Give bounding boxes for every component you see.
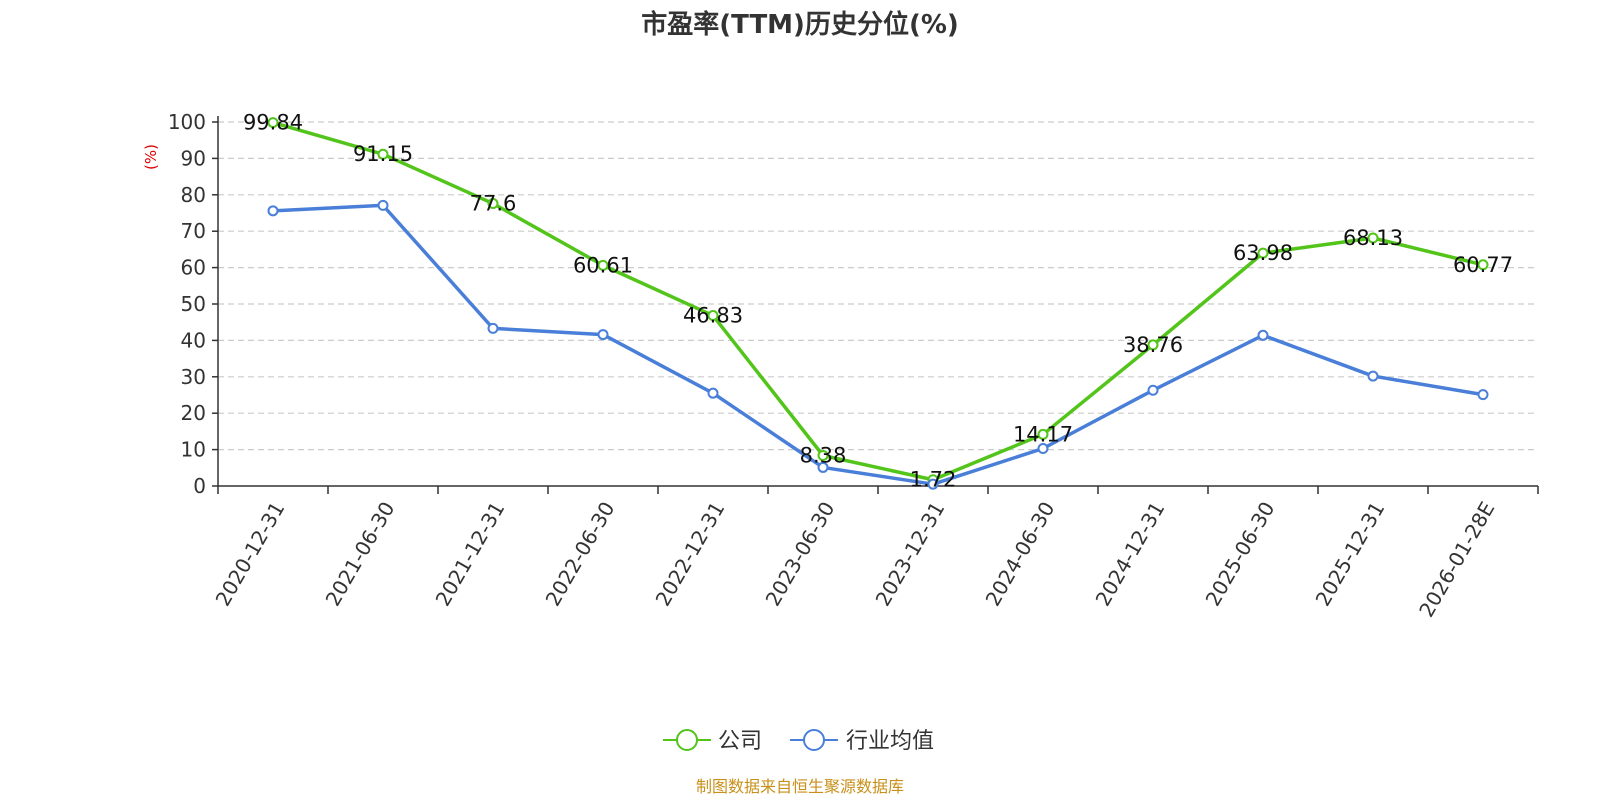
series-0-point	[1367, 232, 1379, 244]
data-label: 8.38	[800, 443, 847, 467]
y-tick-label: 90	[181, 146, 206, 170]
grid	[218, 121, 1538, 451]
legend-marker	[803, 729, 825, 751]
data-label: 60.61	[573, 253, 633, 277]
data-labels: 99.84 91.15 77.6 60.61 46.83 8.38 1.72 14.17 38.…	[243, 111, 1513, 492]
y-tick-label: 60	[181, 256, 206, 280]
x-tick-label: 2023-06-30	[761, 498, 840, 611]
series-1-point	[817, 461, 829, 473]
source-note: 制图数据来自恒生聚源数据库	[696, 777, 904, 796]
x-tick-label: 2025-12-31	[1311, 498, 1390, 611]
series-0-point	[707, 310, 719, 322]
data-label: 46.83	[683, 304, 743, 328]
series-0-point	[1257, 247, 1269, 259]
x-tick-label: 2022-06-30	[541, 498, 620, 611]
x-tick-label: 2021-12-31	[431, 498, 510, 611]
series-1-point	[1147, 384, 1159, 396]
series-line-1	[272, 203, 1484, 486]
legend-item-0[interactable]: 公司	[663, 729, 762, 754]
series-1-point	[927, 478, 939, 490]
series-0-point	[817, 449, 829, 461]
series-1-point	[707, 387, 719, 399]
data-label: 91.15	[353, 142, 413, 166]
data-label: 38.76	[1123, 333, 1183, 357]
data-label: 14.17	[1013, 422, 1073, 446]
series-0-point	[1147, 339, 1159, 351]
series-1-point	[1257, 329, 1269, 341]
y-tick-label: 20	[181, 401, 206, 425]
series-1-point	[377, 199, 389, 211]
series-0-point	[597, 259, 609, 271]
series-layer	[267, 117, 1489, 490]
x-tick-label: 2022-12-31	[651, 498, 730, 611]
x-tick-label: 2024-06-30	[981, 498, 1060, 611]
legend[interactable]: 公司 行业均值	[663, 729, 934, 754]
series-0-point	[487, 198, 499, 210]
data-label: 99.84	[243, 111, 303, 135]
y-tick-label: 100	[168, 110, 206, 134]
series-1-point	[597, 329, 609, 341]
series-1-point	[1037, 443, 1049, 455]
series-0-point	[1477, 259, 1489, 271]
series-1-point	[267, 205, 279, 217]
legend-marker	[676, 729, 698, 751]
data-label: 1.72	[910, 468, 957, 492]
series-1-point	[1367, 370, 1379, 382]
x-tick-label: 2021-06-30	[321, 498, 400, 611]
data-label: 68.13	[1343, 226, 1403, 250]
x-tick-label: 2024-12-31	[1091, 498, 1170, 611]
legend-label: 行业均值	[846, 729, 934, 754]
y-axis-label: (%)	[142, 144, 160, 170]
series-1-point	[487, 322, 499, 334]
data-label: 63.98	[1233, 241, 1293, 265]
y-tick-label: 0	[193, 474, 206, 498]
y-tick-label: 40	[181, 328, 206, 352]
chart-title: 市盈率(TTM)历史分位(%)	[641, 9, 959, 40]
data-label: 60.77	[1453, 253, 1513, 277]
x-tick-label: 2026-01-28E	[1414, 498, 1499, 622]
y-tick-label: 80	[181, 183, 206, 207]
series-0-point	[267, 117, 279, 129]
axes: 0 10 20 30 40 50 60 70 80 90 100 2020-12-31 2021-06-…	[168, 110, 1539, 622]
y-tick-label: 50	[181, 292, 206, 316]
legend-label: 公司	[718, 729, 762, 754]
x-tick-label: 2020-12-31	[211, 498, 290, 611]
x-tick-label: 2023-12-31	[871, 498, 950, 611]
y-tick-label: 70	[181, 219, 206, 243]
x-tick-label: 2025-06-30	[1201, 498, 1280, 611]
y-tick-label: 30	[181, 365, 206, 389]
y-tick-label: 10	[181, 438, 206, 462]
data-label: 77.6	[470, 192, 517, 216]
series-0-point	[1037, 428, 1049, 440]
series-1-point	[1477, 389, 1489, 401]
series-line-0	[272, 120, 1484, 482]
legend-item-1[interactable]: 行业均值	[790, 729, 934, 754]
series-0-point	[377, 148, 389, 160]
